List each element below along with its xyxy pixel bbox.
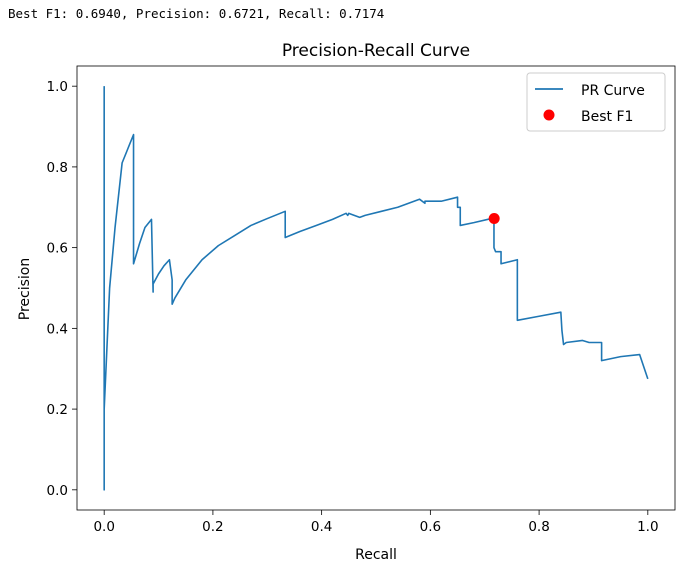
pr-curve-line bbox=[103, 86, 649, 491]
y-tick-label: 0.0 bbox=[47, 483, 68, 499]
y-axis-title: Precision bbox=[17, 258, 33, 320]
x-axis-title: Recall bbox=[355, 547, 397, 563]
legend: PR Curve Best F1 bbox=[526, 72, 666, 132]
legend-pr-curve-label: PR Curve bbox=[581, 83, 645, 99]
x-tick-label: 0.4 bbox=[311, 519, 332, 535]
y-tick-label: 0.2 bbox=[47, 402, 68, 418]
y-tick-label: 0.6 bbox=[47, 241, 68, 257]
legend-best-f1-label: Best F1 bbox=[581, 109, 633, 125]
x-axis-ticks: 0.0 0.2 0.4 0.6 0.8 1.0 bbox=[93, 510, 659, 535]
best-f1-point bbox=[488, 213, 500, 225]
x-tick-label: 0.2 bbox=[202, 519, 223, 535]
y-tick-label: 0.4 bbox=[47, 321, 68, 337]
legend-best-f1-swatch bbox=[543, 109, 555, 121]
y-tick-label: 0.8 bbox=[47, 160, 68, 176]
x-tick-label: 1.0 bbox=[637, 519, 658, 535]
legend-box bbox=[526, 72, 666, 132]
best-f1-output: Best F1: 0.6940, Precision: 0.6721, Reca… bbox=[8, 6, 385, 21]
x-tick-label: 0.6 bbox=[420, 519, 441, 535]
plot-area bbox=[76, 65, 676, 511]
y-axis-ticks: 0.0 0.2 0.4 0.6 0.8 1.0 bbox=[47, 79, 77, 499]
x-tick-label: 0.8 bbox=[528, 519, 549, 535]
y-tick-label: 1.0 bbox=[47, 79, 68, 95]
chart-title: Precision-Recall Curve bbox=[282, 41, 470, 61]
x-tick-label: 0.0 bbox=[93, 519, 114, 535]
